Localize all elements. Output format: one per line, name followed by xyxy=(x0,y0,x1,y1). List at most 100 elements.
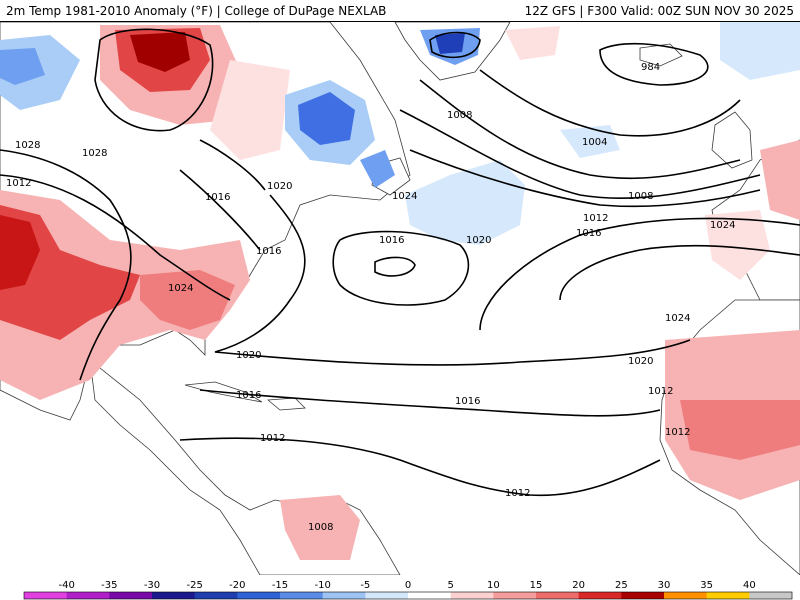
isobar-label: 1008 xyxy=(628,191,653,202)
warm-anomaly-southeast xyxy=(140,270,235,330)
isobar-label: 1024 xyxy=(392,191,417,202)
model-run-title: 12Z GFS | F300 Valid: 00Z SUN NOV 30 202… xyxy=(524,4,794,18)
warm-anomaly-africa-core xyxy=(680,400,800,460)
isobar-label: 1016 xyxy=(576,228,601,239)
isobar-1028-west xyxy=(0,149,132,381)
colorbar-swatch xyxy=(152,592,196,599)
colorbar-tick-label: -35 xyxy=(101,580,117,591)
cool-anomaly-atlantic xyxy=(405,160,525,245)
isobar-1012-south xyxy=(179,437,661,497)
colorbar-swatch xyxy=(280,592,324,599)
colorbar-tick-label: 5 xyxy=(447,580,453,591)
colorbar-tick-label: -30 xyxy=(144,580,160,591)
isobar-label: 1012 xyxy=(583,213,608,224)
warm-anomaly-layer xyxy=(0,25,800,560)
cool-anomaly-north-atlantic xyxy=(560,125,620,158)
colorbar-swatches xyxy=(23,591,793,600)
colorbar-swatch xyxy=(109,592,153,599)
isobar-label: 1004 xyxy=(582,137,607,148)
iceland-land xyxy=(639,43,683,67)
warm-anomaly-quebec xyxy=(210,60,290,160)
isobar-1012-north xyxy=(399,109,761,200)
colorbar-swatch xyxy=(749,592,793,599)
product-title: 2m Temp 1981-2010 Anomaly (°F) | College… xyxy=(6,4,387,18)
colorbar-swatch xyxy=(450,592,494,599)
colorbar-tick-label: -10 xyxy=(314,580,330,591)
isobar-label: 1012 xyxy=(505,488,530,499)
colorbar-tick-label: -5 xyxy=(360,580,370,591)
isobar-label: 1016 xyxy=(256,246,281,257)
warm-anomaly-west-us-peak xyxy=(0,215,40,290)
isobar-1024-west xyxy=(0,174,231,301)
isobar-greenland-ring xyxy=(429,31,481,59)
isobar-label: 1016 xyxy=(455,396,480,407)
colorbar-tick-label: 10 xyxy=(487,580,500,591)
warm-anomaly-hudson-bay-peak xyxy=(130,32,190,72)
isobar-1016-south xyxy=(199,389,661,417)
isobar-label: 1012 xyxy=(665,427,690,438)
isobar-1028-hudson xyxy=(94,28,214,132)
colorbar-tick-label: -25 xyxy=(186,580,202,591)
isobar-1008-north xyxy=(419,79,741,180)
map-header: 2m Temp 1981-2010 Anomaly (°F) | College… xyxy=(0,0,800,22)
isobar-1016-north xyxy=(409,149,761,208)
colorbar-swatch xyxy=(237,592,281,599)
isobar-label: 1028 xyxy=(82,148,107,159)
colorbar-swatch xyxy=(322,592,366,599)
colorbar-tick-label: -15 xyxy=(272,580,288,591)
isobar-label: 1024 xyxy=(168,283,193,294)
warm-anomaly-iberia xyxy=(705,210,770,280)
isobar-label: 1008 xyxy=(308,522,333,533)
isobar-label-layer: 1028 1028 1012 1016 1020 1024 1016 1024 … xyxy=(6,62,735,533)
warm-anomaly-plains xyxy=(55,270,110,305)
isobar-label: 1024 xyxy=(710,220,735,231)
warm-anomaly-greenland-edge xyxy=(505,26,560,60)
colorbar-ticks: -40 -35 -30 -25 -20 -15 -10 -5 0 5 10 15… xyxy=(58,580,755,591)
cool-anomaly-scandinavia xyxy=(720,22,800,80)
isobar-label: 1016 xyxy=(236,390,261,401)
isobar-984-low xyxy=(599,42,709,86)
hispaniola-land xyxy=(266,397,306,411)
isobar-1016-inner xyxy=(374,256,416,277)
isobar-label: 1016 xyxy=(379,235,404,246)
isobar-1016-low xyxy=(332,230,470,306)
isobar-label: 1020 xyxy=(628,356,653,367)
colorbar-tick-label: 25 xyxy=(615,580,628,591)
isobar-label: 1016 xyxy=(205,192,230,203)
isobar-label: 1008 xyxy=(447,110,472,121)
colorbar-swatch xyxy=(408,592,452,599)
cool-anomaly-layer xyxy=(0,22,800,245)
isobar-1024-atlantic xyxy=(559,244,800,301)
isobar-label: 1020 xyxy=(236,350,261,361)
isobar-layer xyxy=(0,28,800,497)
colorbar-swatch xyxy=(493,592,537,599)
cool-anomaly-west-canada-core xyxy=(0,48,45,85)
cool-anomaly-greenland-core xyxy=(435,33,465,54)
isobar-1020-atlantic xyxy=(479,217,800,331)
isobar-label: 1024 xyxy=(665,313,690,324)
isobar-label: 1020 xyxy=(466,235,491,246)
colorbar-swatch xyxy=(621,592,665,599)
colorbar-swatch xyxy=(536,592,580,599)
cool-anomaly-newfoundland xyxy=(360,150,395,188)
colorbar-tick-label: 35 xyxy=(700,580,713,591)
anomaly-map: 1028 1028 1012 1016 1020 1024 1016 1024 … xyxy=(0,22,800,575)
warm-anomaly-europe xyxy=(760,140,800,220)
warm-anomaly-south-america xyxy=(280,495,360,560)
colorbar-swatch xyxy=(24,592,68,599)
isobar-label: 1012 xyxy=(648,386,673,397)
isobar-label: 1012 xyxy=(260,433,285,444)
colorbar-swatch xyxy=(578,592,622,599)
colorbar-swatch xyxy=(664,592,708,599)
cool-anomaly-labrador-core xyxy=(298,92,355,145)
isobar-1020-east xyxy=(199,139,266,191)
isobar-label: 1028 xyxy=(15,140,40,151)
isobar-label: 984 xyxy=(641,62,660,73)
colorbar-swatch xyxy=(194,592,238,599)
colorbar-tick-label: 15 xyxy=(530,580,543,591)
britain-land xyxy=(711,111,753,169)
colorbar-tick-label: 40 xyxy=(743,580,756,591)
colorbar-swatch xyxy=(66,592,110,599)
temperature-colorbar: -40 -35 -30 -25 -20 -15 -10 -5 0 5 10 15… xyxy=(23,580,793,600)
colorbar-tick-label: 20 xyxy=(572,580,585,591)
